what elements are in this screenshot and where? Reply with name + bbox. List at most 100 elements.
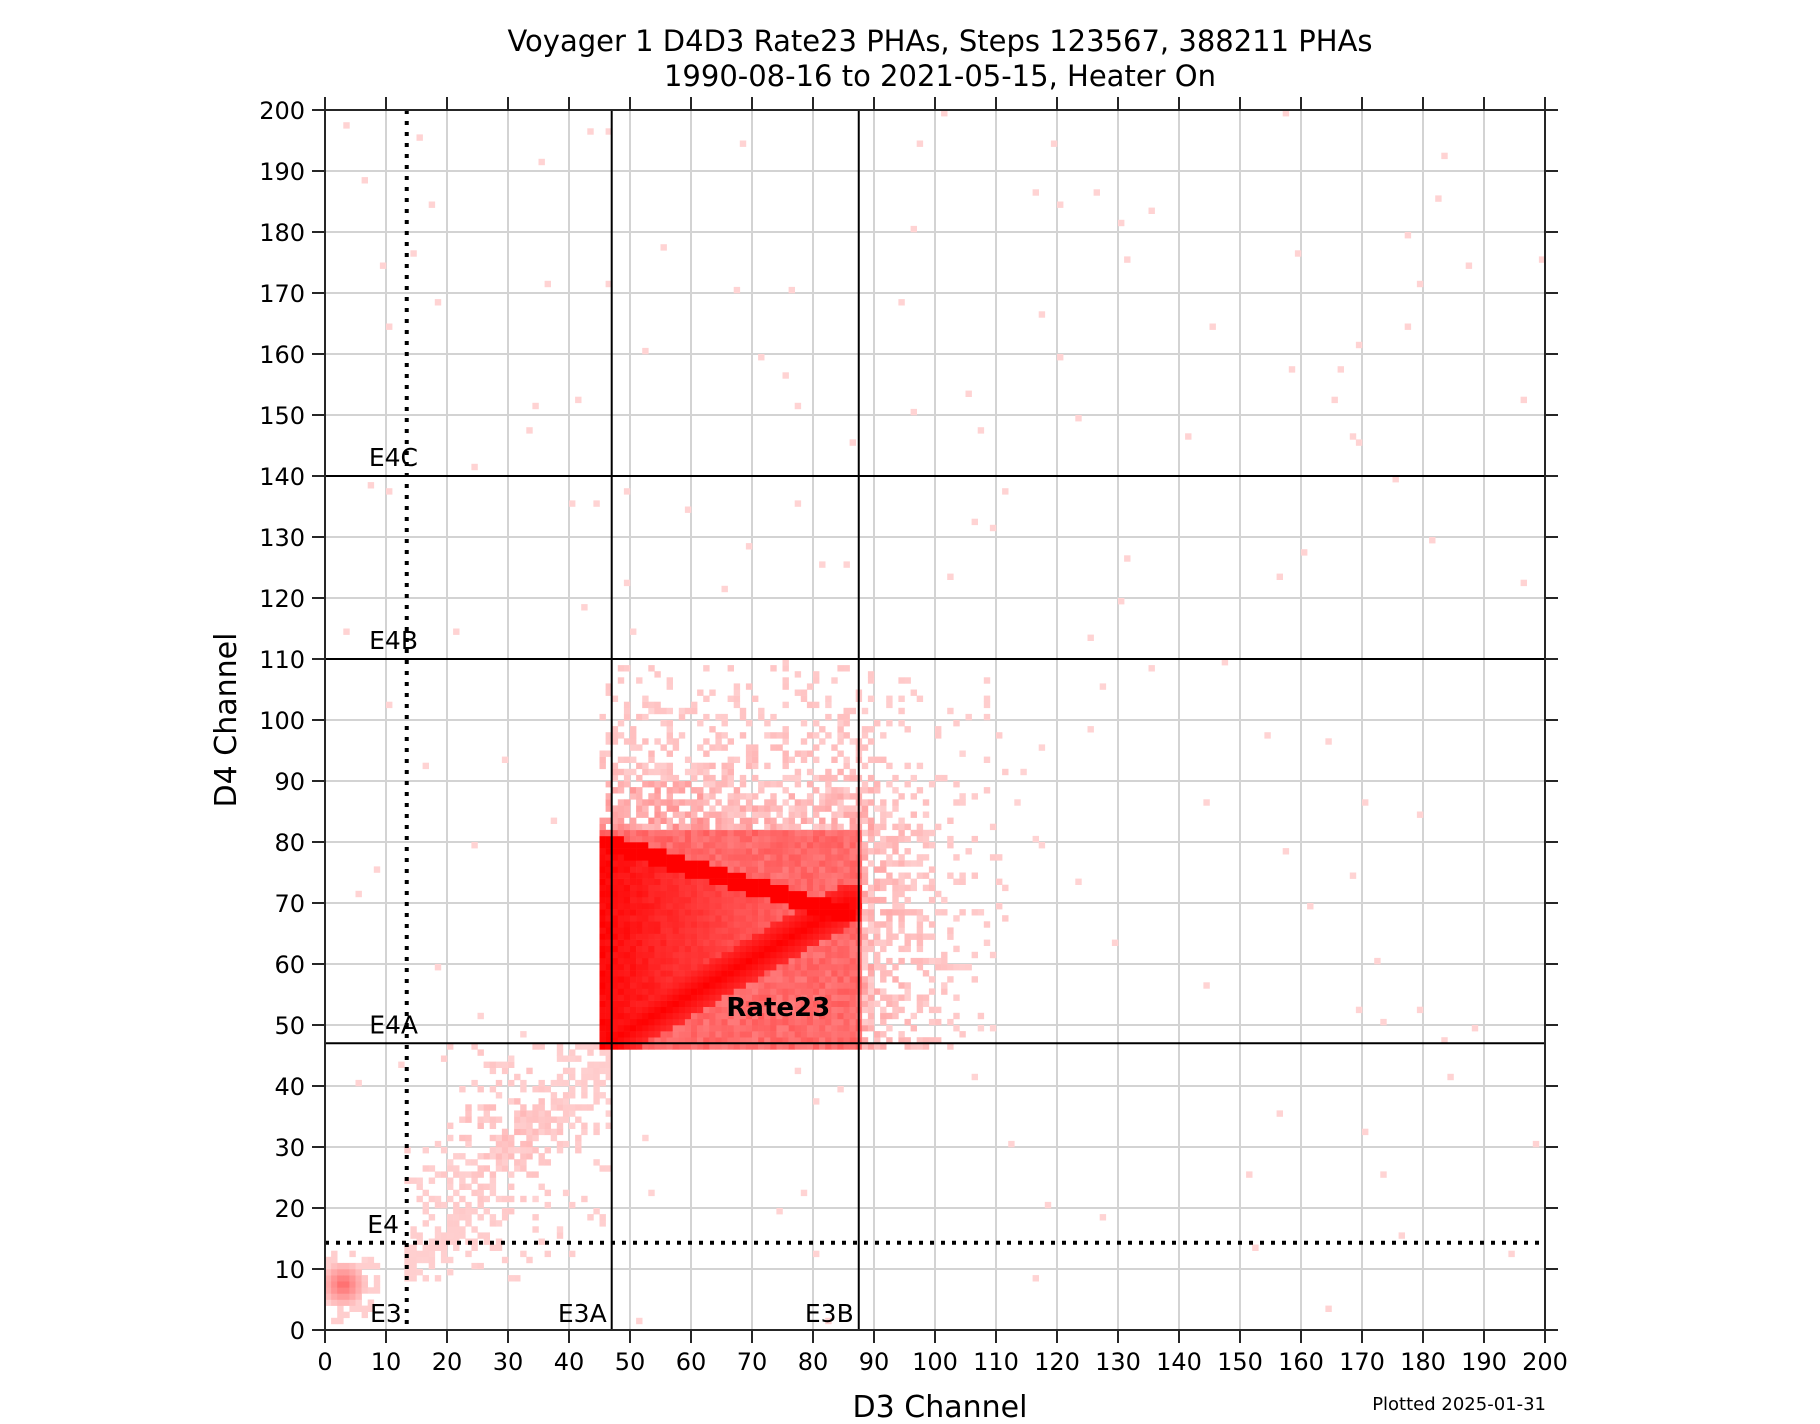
heatmap-cell (709, 689, 716, 696)
heatmap-cell (697, 915, 704, 922)
heatmap-cell (660, 945, 667, 953)
heatmap-cell (630, 976, 637, 983)
heatmap-cell (837, 933, 844, 940)
region-label-e4c: E4C (369, 443, 418, 472)
heatmap-cell (849, 860, 856, 867)
heatmap-cell (745, 933, 753, 940)
heatmap-cell (672, 988, 680, 995)
heatmap-cell (819, 945, 826, 953)
heatmap-cell (623, 872, 631, 879)
heatmap-cell (874, 933, 881, 940)
heatmap-cell (819, 976, 826, 983)
y-tick-label: 40 (274, 1073, 305, 1101)
heatmap-cell (898, 707, 905, 715)
heatmap-cell (709, 1037, 716, 1044)
heatmap-cell (782, 854, 789, 861)
heatmap-cell (636, 896, 643, 904)
heatmap-cell (599, 976, 606, 983)
heatmap-cell (636, 884, 643, 892)
heatmap-cell (691, 921, 698, 928)
heatmap-cell (849, 1000, 856, 1007)
heatmap-cell (1416, 1006, 1424, 1014)
heatmap-cell (861, 872, 869, 879)
heatmap-cell (630, 1018, 637, 1026)
heatmap-cell (623, 701, 631, 709)
heatmap-cell (843, 713, 850, 721)
heatmap-cell (733, 951, 741, 959)
heatmap-cell (440, 1201, 448, 1209)
heatmap-cell (721, 823, 728, 831)
heatmap-cell (953, 915, 960, 922)
heatmap-cell (599, 842, 606, 849)
heatmap-cell (1038, 311, 1046, 318)
heatmap-cell (709, 988, 716, 995)
heatmap-cell (611, 933, 619, 940)
heatmap-cell (684, 896, 692, 904)
heatmap-cell (947, 1018, 954, 1026)
heatmap-cell (697, 842, 704, 849)
heatmap-cell (819, 903, 826, 910)
heatmap-cell (800, 1189, 808, 1197)
heatmap-cell (678, 707, 686, 715)
heatmap-cell (684, 872, 692, 879)
heatmap-cell (611, 909, 619, 916)
heatmap-cell (636, 848, 643, 855)
heatmap-cell (630, 994, 637, 1001)
heatmap-cell (867, 970, 875, 977)
heatmap-cell (910, 909, 917, 916)
heatmap-cell (959, 1031, 966, 1038)
heatmap-cell (794, 933, 802, 940)
heatmap-cell (666, 829, 673, 837)
heatmap-cell (806, 896, 814, 904)
heatmap-cell (556, 1116, 564, 1123)
heatmap-cell (569, 1092, 576, 1099)
heatmap-cell (721, 811, 728, 818)
heatmap-cell (636, 762, 643, 770)
heatmap-cell (935, 909, 942, 916)
heatmap-cell (910, 1025, 917, 1032)
heatmap-cell (581, 604, 588, 611)
heatmap-cell (806, 909, 814, 916)
heatmap-cell (861, 866, 869, 873)
heatmap-cell (831, 1012, 838, 1020)
heatmap-cell (806, 1012, 814, 1020)
heatmap-cell (825, 695, 832, 702)
heatmap-cell (843, 872, 850, 879)
heatmap-cell (800, 896, 808, 904)
heatmap-cell (825, 927, 832, 934)
heatmap-cell (849, 707, 856, 715)
heatmap-cell (745, 915, 753, 922)
heatmap-cell (819, 1037, 826, 1044)
heatmap-cell (1435, 195, 1442, 202)
heatmap-cell (355, 1293, 362, 1300)
heatmap-cell (764, 1043, 771, 1050)
heatmap-cell (819, 1012, 826, 1020)
heatmap-cell (672, 951, 680, 959)
heatmap-cell (1246, 1171, 1253, 1178)
heatmap-cell (465, 1208, 472, 1215)
heatmap-cell (843, 774, 850, 782)
heatmap-cell (684, 976, 692, 983)
heatmap-cell (910, 829, 917, 837)
heatmap-cell (697, 1018, 704, 1026)
heatmap-cell (898, 915, 905, 922)
heatmap-cell (495, 1079, 503, 1087)
heatmap-cell (642, 927, 649, 934)
heatmap-cell (916, 835, 924, 843)
heatmap-cell (770, 1000, 777, 1007)
heatmap-cell (727, 964, 734, 971)
heatmap-cell (758, 927, 765, 934)
heatmap-cell (599, 1061, 606, 1068)
heatmap-cell (849, 738, 856, 745)
heatmap-cell (684, 878, 692, 885)
heatmap-cell (916, 872, 924, 879)
heatmap-cell (672, 1012, 680, 1020)
heatmap-cell (764, 842, 771, 849)
heatmap-cell (867, 884, 875, 892)
heatmap-cell (776, 909, 783, 916)
heatmap-cell (434, 1201, 442, 1209)
heatmap-cell (800, 848, 808, 855)
heatmap-cell (666, 933, 673, 940)
heatmap-cell (666, 787, 673, 794)
